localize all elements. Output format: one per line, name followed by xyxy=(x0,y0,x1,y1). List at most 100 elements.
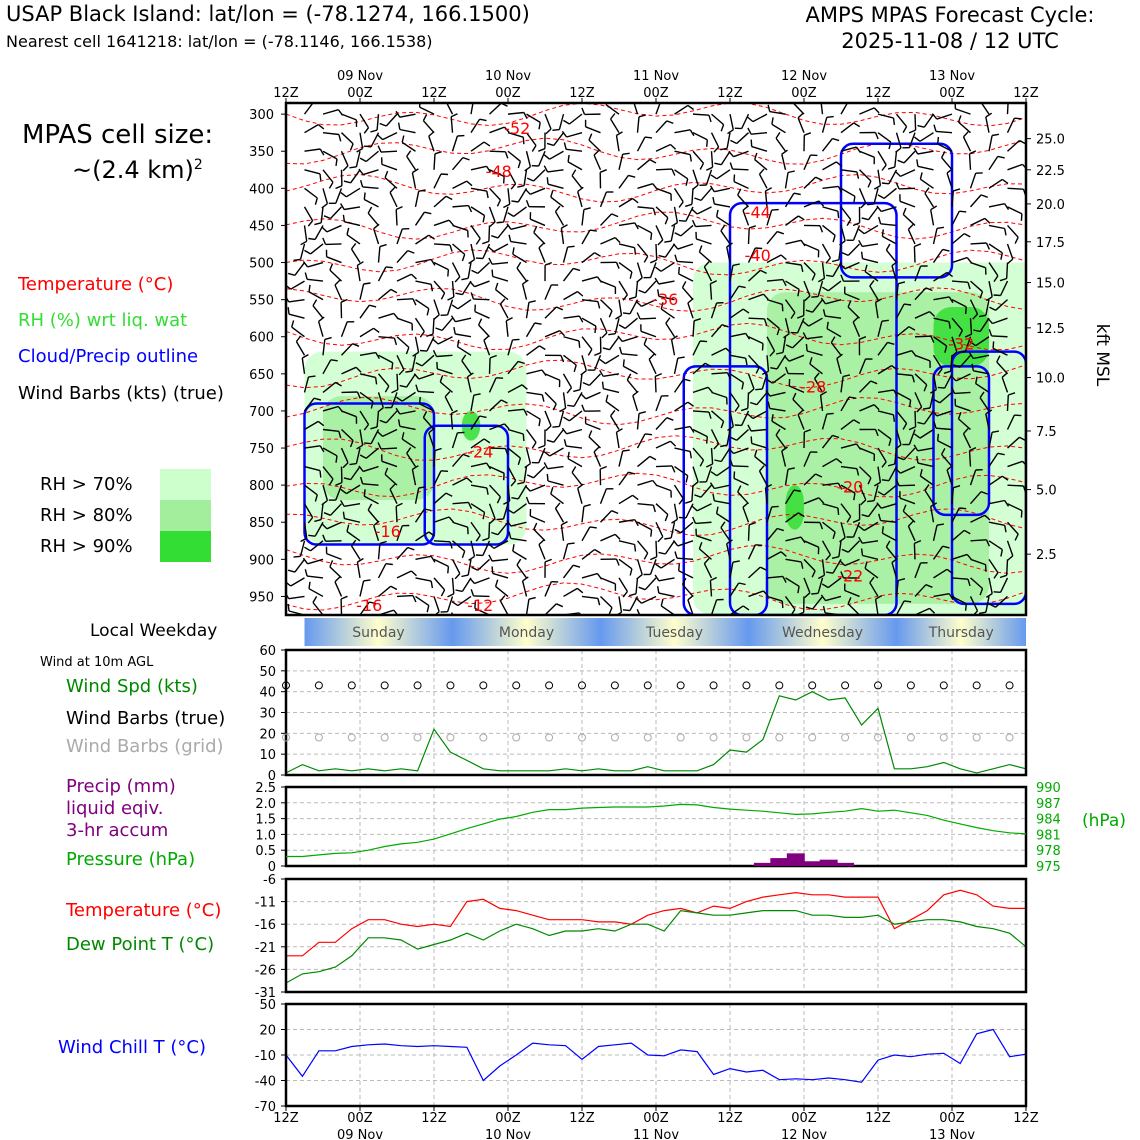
wind-barb xyxy=(510,224,527,230)
wind-barb-feather xyxy=(524,485,531,492)
wind-barb-feather xyxy=(898,281,906,285)
wind-barb xyxy=(687,302,694,319)
wind-barb-feather xyxy=(373,223,380,230)
wind-barb xyxy=(600,236,616,245)
wind-barb xyxy=(304,420,319,431)
wind-barb-feather xyxy=(710,280,718,285)
wind-barb xyxy=(415,531,430,542)
wind-barb xyxy=(941,157,953,171)
wind-barb-feather xyxy=(892,414,896,422)
wind-barb-feather xyxy=(755,247,763,250)
wind-barb-feather xyxy=(988,329,993,337)
wind-barb-feather xyxy=(881,479,889,482)
wind-barb xyxy=(803,280,811,297)
wind-barb xyxy=(529,484,546,492)
wind-barb xyxy=(859,107,875,115)
wind-barb-feather xyxy=(314,222,322,226)
wind-barb-feather xyxy=(848,396,857,399)
wind-barb-feather xyxy=(317,124,325,130)
weekday-name: Sunday xyxy=(352,625,404,641)
wind-barb xyxy=(489,447,506,450)
wind-barb xyxy=(294,558,306,573)
wind-barb-feather xyxy=(922,407,931,410)
wind-barb xyxy=(470,118,481,134)
wind-barb-feather xyxy=(793,489,801,492)
wind-barb xyxy=(808,317,823,327)
wind-barb-feather xyxy=(507,212,514,217)
wind-barb-feather xyxy=(738,582,746,586)
wind-barb xyxy=(470,187,487,192)
wind-barb xyxy=(748,293,764,301)
wind-barb-feather xyxy=(339,203,345,210)
wind-barb-feather xyxy=(762,293,769,300)
wind-barb-feather xyxy=(346,227,350,235)
weekday-cell xyxy=(748,618,897,646)
wind-barb xyxy=(525,302,530,319)
wind-barb xyxy=(470,165,487,171)
wind-barb-feather xyxy=(658,551,666,555)
wind-barb-feather xyxy=(787,467,795,470)
wind-barb-feather xyxy=(482,537,490,542)
wind-barb xyxy=(769,391,786,397)
wind-barb-feather xyxy=(556,603,564,608)
wind-barb xyxy=(840,376,844,393)
wind-barb xyxy=(964,336,972,353)
wind-barb xyxy=(955,108,971,115)
wind-barb-feather xyxy=(785,344,793,349)
wind-barb-feather xyxy=(561,427,568,435)
date-label-top: 12 Nov xyxy=(781,69,827,84)
wind-barb-feather xyxy=(798,215,805,221)
kft-axis-label: kft MSL xyxy=(1092,324,1112,387)
wind-barb-feather xyxy=(776,230,785,235)
wind-barb xyxy=(599,510,613,523)
wind-barb-feather xyxy=(650,259,657,264)
wind-barb xyxy=(340,150,349,167)
wind-barb-feather xyxy=(671,168,676,176)
precip-bar xyxy=(786,853,805,866)
wind-barb-feather xyxy=(853,122,861,128)
wind-barb xyxy=(513,503,527,514)
wind-barb xyxy=(932,545,944,560)
wind-barb xyxy=(673,484,684,499)
temperature-contour-label: -52 xyxy=(504,119,530,138)
wind-barb xyxy=(470,206,485,217)
temperature-contour xyxy=(286,211,1026,240)
wind-barb xyxy=(615,135,620,152)
wind-barb-feather xyxy=(580,393,587,400)
wind-barb-grid xyxy=(709,733,718,742)
wind-barb xyxy=(303,225,308,242)
wind-barb xyxy=(896,373,913,377)
wind-barb xyxy=(308,588,324,598)
wind-barb xyxy=(433,516,450,523)
wind-barb-feather xyxy=(533,225,538,233)
wind-barb xyxy=(493,540,509,550)
wind-barb xyxy=(726,246,731,263)
wind-barb xyxy=(882,532,897,542)
wind-barb-feather xyxy=(340,298,348,303)
wind-barb xyxy=(433,596,440,612)
wind-barb xyxy=(695,224,712,228)
wind-barb xyxy=(742,210,750,226)
wind-barb-feather xyxy=(683,378,691,382)
wind-barb-feather xyxy=(643,552,649,560)
wind-barb xyxy=(951,233,965,245)
wind-barb-feather xyxy=(635,301,642,307)
wind-barb xyxy=(1007,503,1023,512)
wind-barb-feather xyxy=(447,593,455,598)
wind-barb xyxy=(785,558,802,563)
wind-barb-feather xyxy=(412,595,417,603)
wind-barb xyxy=(1007,187,1024,190)
x-tick-label-bottom: 00Z xyxy=(347,1111,373,1126)
wind-barb-feather xyxy=(916,406,923,413)
wind-barb xyxy=(747,373,755,390)
wind-barb xyxy=(510,240,527,245)
wind-barb xyxy=(882,235,897,245)
wind-barb xyxy=(939,391,953,404)
wind-barb xyxy=(426,336,435,352)
wind-barb-feather xyxy=(1014,414,1022,417)
wind-barb xyxy=(988,262,999,277)
wind-barb xyxy=(457,299,472,310)
wind-barb-feather xyxy=(708,411,712,419)
wind-barb-true xyxy=(808,681,817,690)
wind-barb-feather xyxy=(830,336,836,343)
